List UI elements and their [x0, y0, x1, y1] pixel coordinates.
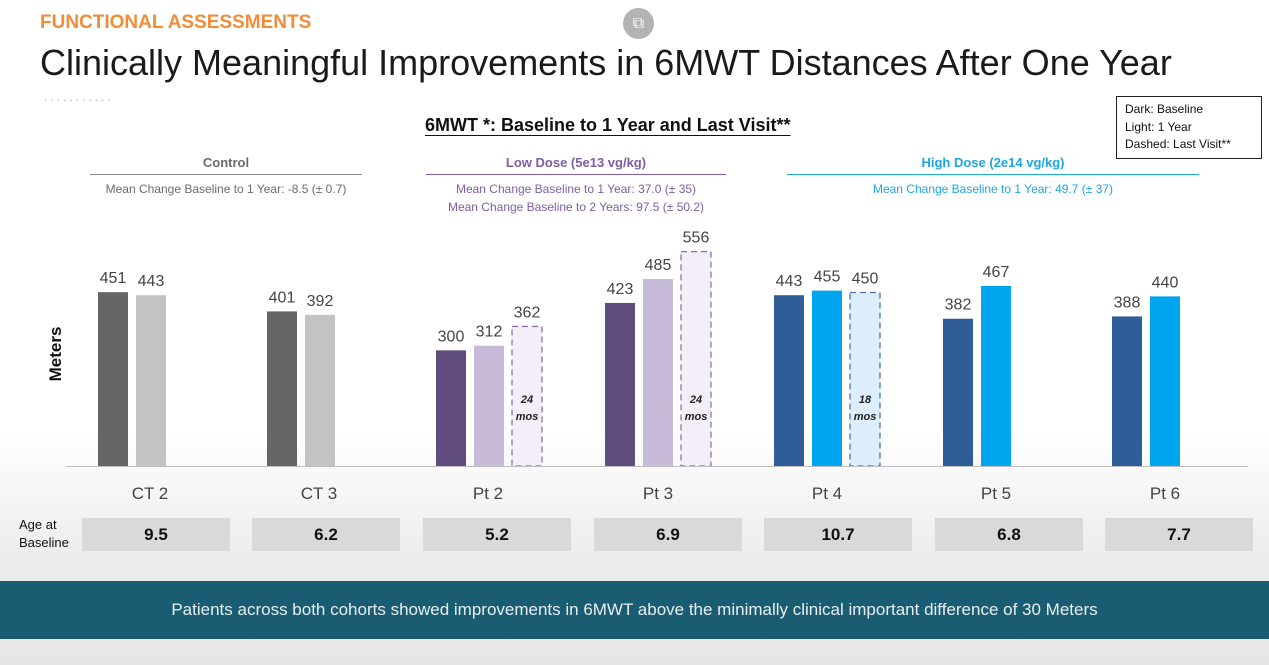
- data-label: 451: [100, 270, 127, 287]
- x-tick-label: CT 2: [131, 484, 169, 503]
- data-label: 443: [776, 273, 803, 290]
- bar-annotation-unit: mos: [854, 411, 877, 423]
- data-label: 300: [438, 328, 465, 345]
- group-low-dose-stat-1yr: Mean Change Baseline to 1 Year: 37.0 (± …: [455, 182, 697, 196]
- bar-baseline: [605, 302, 635, 466]
- group-high-dose: High Dose (2e14 vg/kg) Mean Change Basel…: [787, 155, 1199, 198]
- bar-annotation-months: 24: [689, 394, 702, 406]
- legend-1-year: Light: 1 Year: [1125, 119, 1192, 134]
- x-tick-label: CT 3: [300, 484, 338, 503]
- bar-baseline: [98, 292, 128, 466]
- bar-1-year: [981, 285, 1011, 466]
- bar-baseline: [436, 350, 466, 466]
- age-value: 6.2: [252, 518, 400, 551]
- open-in-new-icon[interactable]: ⧉: [623, 8, 654, 39]
- legend-last-visit: Dashed: Last Visit**: [1125, 137, 1231, 151]
- data-label: 443: [138, 273, 165, 290]
- page-title: Clinically Meaningful Improvements in 6M…: [40, 42, 1172, 83]
- x-tick-label: Pt 5: [980, 484, 1012, 503]
- age-value: 5.2: [423, 518, 571, 551]
- data-label: 556: [683, 230, 710, 247]
- bar-annotation-unit: mos: [516, 411, 539, 423]
- bar-last-visit: [849, 291, 881, 467]
- bar-1-year: [812, 290, 842, 466]
- bar-baseline: [267, 311, 297, 466]
- data-label: 388: [1114, 294, 1141, 311]
- bar-1-year: [1150, 296, 1180, 466]
- bar-1-year: [643, 279, 673, 466]
- age-value: 6.8: [935, 518, 1083, 551]
- group-control: Control Mean Change Baseline to 1 Year: …: [90, 155, 362, 198]
- data-label: 440: [1152, 274, 1179, 291]
- x-tick-label: Pt 3: [642, 484, 674, 503]
- bar-annotation-unit: mos: [685, 411, 708, 423]
- age-value: 6.9: [594, 518, 742, 551]
- data-label: 401: [269, 289, 296, 306]
- chart-title: 6MWT *: Baseline to 1 Year and Last Visi…: [425, 115, 791, 135]
- bar-baseline: [1112, 316, 1142, 466]
- group-control-name: Control: [90, 155, 362, 175]
- chart-legend: Dark: Baseline Light: 1 Year Dashed: Las…: [1116, 96, 1262, 159]
- data-label: 485: [645, 257, 672, 274]
- title-dots-divider: ...........: [44, 90, 114, 104]
- group-low-dose-name: Low Dose (5e13 vg/kg): [426, 155, 726, 175]
- bar-baseline: [774, 295, 804, 466]
- summary-banner: Patients across both cohorts showed impr…: [0, 581, 1269, 639]
- data-label: 362: [514, 304, 541, 321]
- x-tick-label: Pt 4: [811, 484, 843, 503]
- group-low-dose: Low Dose (5e13 vg/kg) Mean Change Baseli…: [426, 155, 726, 216]
- age-value: 10.7: [764, 518, 912, 551]
- bar-1-year: [474, 345, 504, 466]
- data-label: 392: [307, 293, 334, 310]
- data-label: 423: [607, 281, 634, 298]
- group-control-stat: Mean Change Baseline to 1 Year: -8.5 (± …: [105, 182, 347, 196]
- legend-baseline: Dark: Baseline: [1125, 102, 1204, 116]
- group-high-dose-name: High Dose (2e14 vg/kg): [787, 155, 1199, 175]
- data-label: 312: [476, 324, 503, 341]
- bar-1-year: [305, 314, 335, 466]
- bar-annotation-months: 18: [859, 394, 872, 406]
- bar-last-visit: [680, 251, 712, 467]
- x-axis-line: [66, 466, 1248, 467]
- age-at-baseline-label: Age at Baseline: [19, 516, 69, 552]
- age-label-line1: Age at: [19, 517, 57, 532]
- data-label: 467: [983, 264, 1010, 281]
- bar-annotation-months: 24: [520, 394, 533, 406]
- x-tick-label: Pt 2: [472, 484, 504, 503]
- bar-1-year: [136, 295, 166, 466]
- group-high-dose-stat: Mean Change Baseline to 1 Year: 49.7 (± …: [872, 182, 1114, 196]
- age-label-line2: Baseline: [19, 535, 69, 550]
- bar-last-visit: [511, 325, 543, 467]
- age-value: 7.7: [1105, 518, 1253, 551]
- data-label: 382: [945, 297, 972, 314]
- data-label: 450: [852, 271, 879, 288]
- data-label: 455: [814, 269, 841, 286]
- bar-baseline: [943, 318, 973, 466]
- age-value: 9.5: [82, 518, 230, 551]
- x-tick-label: Pt 6: [1149, 484, 1181, 503]
- section-heading: FUNCTIONAL ASSESSMENTS: [40, 12, 312, 33]
- group-low-dose-stat-2yr: Mean Change Baseline to 2 Years: 97.5 (±…: [447, 200, 705, 214]
